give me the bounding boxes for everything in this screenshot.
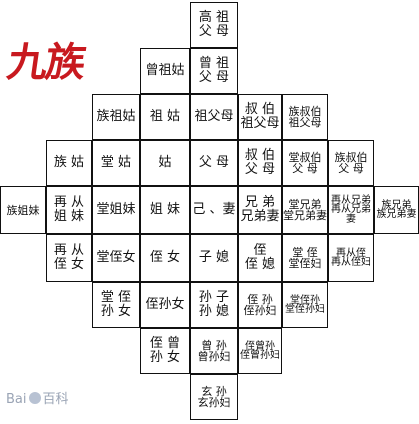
paw-icon: [28, 392, 41, 404]
baidu-watermark: Bai 百科: [6, 388, 69, 407]
cell-tangzhisun: 堂侄孙 堂侄孙妇: [282, 282, 328, 328]
cell-zhisun: 侄 孙 侄孙妇: [238, 282, 282, 328]
cell-zengzu-fumu: 曾 祖 父 母: [190, 48, 238, 94]
cell-tanggu: 堂 姑: [92, 140, 140, 186]
cell-sunzi-sunxi: 孙 子 孙 媳: [190, 282, 238, 328]
cell-zhi-zhixi: 侄 侄 媳: [238, 234, 282, 282]
cell-zugu: 祖 姑: [140, 94, 190, 140]
cell-tangxiongdi: 堂兄弟 堂兄弟妻: [282, 186, 328, 234]
cell-shubo-zufumu: 叔 伯 祖父母: [238, 94, 282, 140]
cell-zaicong-jiemei: 再 从 姐 妹: [46, 186, 92, 234]
cell-zixi: 子 媳: [190, 234, 238, 282]
cell-jiemei: 姐 妹: [140, 186, 190, 234]
cell-zuzugu: 族祖姑: [92, 94, 140, 140]
cell-gaozu-fumu: 高 祖 父 母: [190, 2, 238, 48]
cell-zuxiongdi: 族兄弟 族兄弟妻: [374, 186, 419, 234]
cell-tangzhi-sunnv: 堂 侄 孙 女: [92, 282, 140, 328]
cell-zengsun: 曾 孙 曾孙妇: [190, 328, 238, 374]
cell-ji-qi: 己 、妻: [190, 186, 238, 234]
cell-zushubo-zufumu: 族叔伯 祖父母: [282, 94, 328, 140]
cell-tangzhinv: 堂侄女: [92, 234, 140, 282]
cell-zhinv: 侄 女: [140, 234, 190, 282]
cell-zhizengsun: 侄曾孙 侄曾孙妇: [238, 328, 282, 374]
baidu-brand: Bai: [6, 392, 27, 407]
cell-zaicong-zhinv: 再 从 侄 女: [46, 234, 92, 282]
cell-xiongdi: 兄 弟 兄弟妻: [238, 186, 282, 234]
cell-zaicong-xiongdi: 再从兄弟 再从兄弟妻: [328, 186, 374, 234]
cell-tangshubo-fumu: 堂叔伯 父 母: [282, 140, 328, 186]
cell-zhisunnv: 侄孙女: [140, 282, 190, 328]
cell-zaicongzhi: 再从侄 再从侄妇: [328, 234, 374, 282]
title: 九族: [4, 39, 87, 86]
baidu-brand-cn: 百科: [42, 392, 69, 407]
cell-zufumu: 祖父母: [190, 94, 238, 140]
cell-zujiemei: 族姐妹: [0, 186, 46, 234]
cell-shubo-fumu: 叔 伯 父 母: [238, 140, 282, 186]
cell-xuansun: 玄 孙 玄孙妇: [190, 374, 238, 420]
cell-zugu-clan: 族 姑: [46, 140, 92, 186]
cell-gu: 姑: [140, 140, 190, 186]
cell-zushubo-fumu: 族叔伯 父 母: [328, 140, 374, 186]
cell-fumu: 父 母: [190, 140, 238, 186]
cell-tangzhi: 堂 侄 堂侄妇: [282, 234, 328, 282]
cell-zhizeng-sunnv: 侄 曾 孙 女: [140, 328, 190, 374]
cell-zengzugu: 曾祖姑: [140, 48, 190, 94]
cell-tangjiemei: 堂姐妹: [92, 186, 140, 234]
